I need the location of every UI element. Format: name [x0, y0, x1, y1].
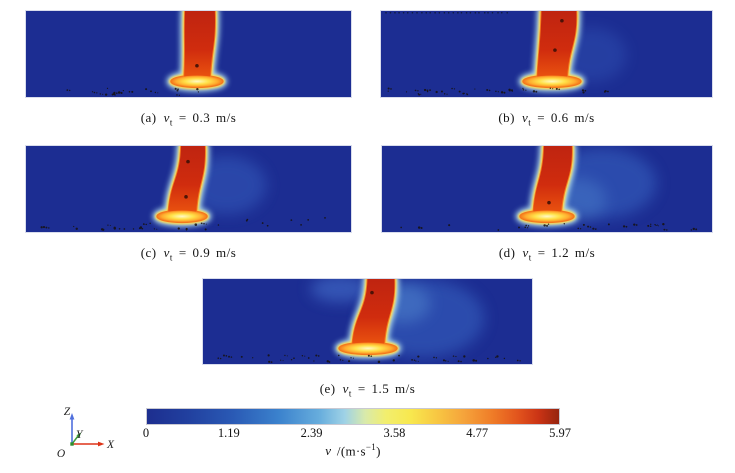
panel-caption-b: (b) vt = 0.6 m/s [380, 110, 713, 128]
colorbar-gradient [146, 408, 560, 425]
caption-subscript: t [528, 252, 532, 263]
colorbar-ticks: 0 1.19 2.39 3.58 4.77 5.97 [142, 425, 571, 441]
contour-panel-a [25, 10, 352, 98]
caption-value: = 0.6 m/s [537, 110, 595, 125]
caption-index: (c) [140, 245, 157, 260]
axis-x-arrow-icon [98, 441, 105, 447]
colorbar-unit-open: /(m·s [333, 443, 366, 459]
colorbar-unit-exponent: −1 [365, 442, 377, 452]
axis-y-arrow-icon [76, 432, 81, 438]
contour-panel-c [25, 145, 352, 233]
colorbar: 0 1.19 2.39 3.58 4.77 5.97 v /(m·s−1) [142, 408, 571, 459]
colorbar-tick: 0 [142, 426, 150, 440]
coordinate-triad-svg: Z Y X O [57, 406, 115, 460]
contour-plot-e [203, 279, 532, 364]
axis-z-arrow-icon [69, 413, 75, 420]
caption-index: (d) [498, 245, 516, 260]
contour-plot-c [26, 146, 351, 232]
panel-caption-d: (d) vt = 1.2 m/s [381, 245, 713, 263]
caption-value: = 0.3 m/s [178, 110, 237, 125]
colorbar-tick: 4.77 [466, 426, 489, 440]
colorbar-unit-close: ) [376, 443, 381, 459]
axis-y-label: Y [76, 429, 84, 441]
colorbar-tick: 3.58 [383, 426, 406, 440]
contour-panel-e [202, 278, 533, 365]
origin-label: O [57, 448, 66, 460]
colorbar-tick: 2.39 [300, 426, 323, 440]
caption-value: = 1.5 m/s [357, 381, 416, 396]
axis-x-label: X [106, 439, 115, 451]
caption-subscript: t [169, 252, 173, 263]
contour-plot-d [382, 146, 712, 232]
caption-index: (a) [140, 110, 157, 125]
caption-variable: v [163, 245, 170, 260]
contour-plot-b [381, 11, 712, 97]
contour-plot-a [26, 11, 351, 97]
colorbar-tick: 1.19 [217, 426, 240, 440]
caption-variable: v [522, 110, 529, 125]
colorbar-quantity-symbol: v [325, 443, 332, 459]
origin-dot-icon [70, 442, 74, 446]
panel-caption-e: (e) vt = 1.5 m/s [202, 381, 533, 399]
colorbar-unit-label: v /(m·s−1) [146, 442, 560, 459]
coordinate-triad: Z Y X O [34, 402, 118, 466]
caption-index: (b) [498, 110, 515, 125]
panel-caption-a: (a) vt = 0.3 m/s [25, 110, 352, 128]
caption-variable: v [163, 110, 170, 125]
caption-value: = 1.2 m/s [537, 245, 596, 260]
panel-caption-c: (c) vt = 0.9 m/s [25, 245, 352, 263]
caption-subscript: t [528, 117, 532, 128]
contour-panel-b [380, 10, 713, 98]
caption-variable: v [522, 245, 529, 260]
axis-z-label: Z [64, 406, 71, 418]
caption-variable: v [342, 381, 349, 396]
caption-subscript: t [348, 388, 352, 399]
caption-index: (e) [319, 381, 336, 396]
caption-subscript: t [169, 117, 173, 128]
contour-panel-d [381, 145, 713, 233]
colorbar-tick: 5.97 [549, 426, 571, 440]
caption-value: = 0.9 m/s [178, 245, 237, 260]
